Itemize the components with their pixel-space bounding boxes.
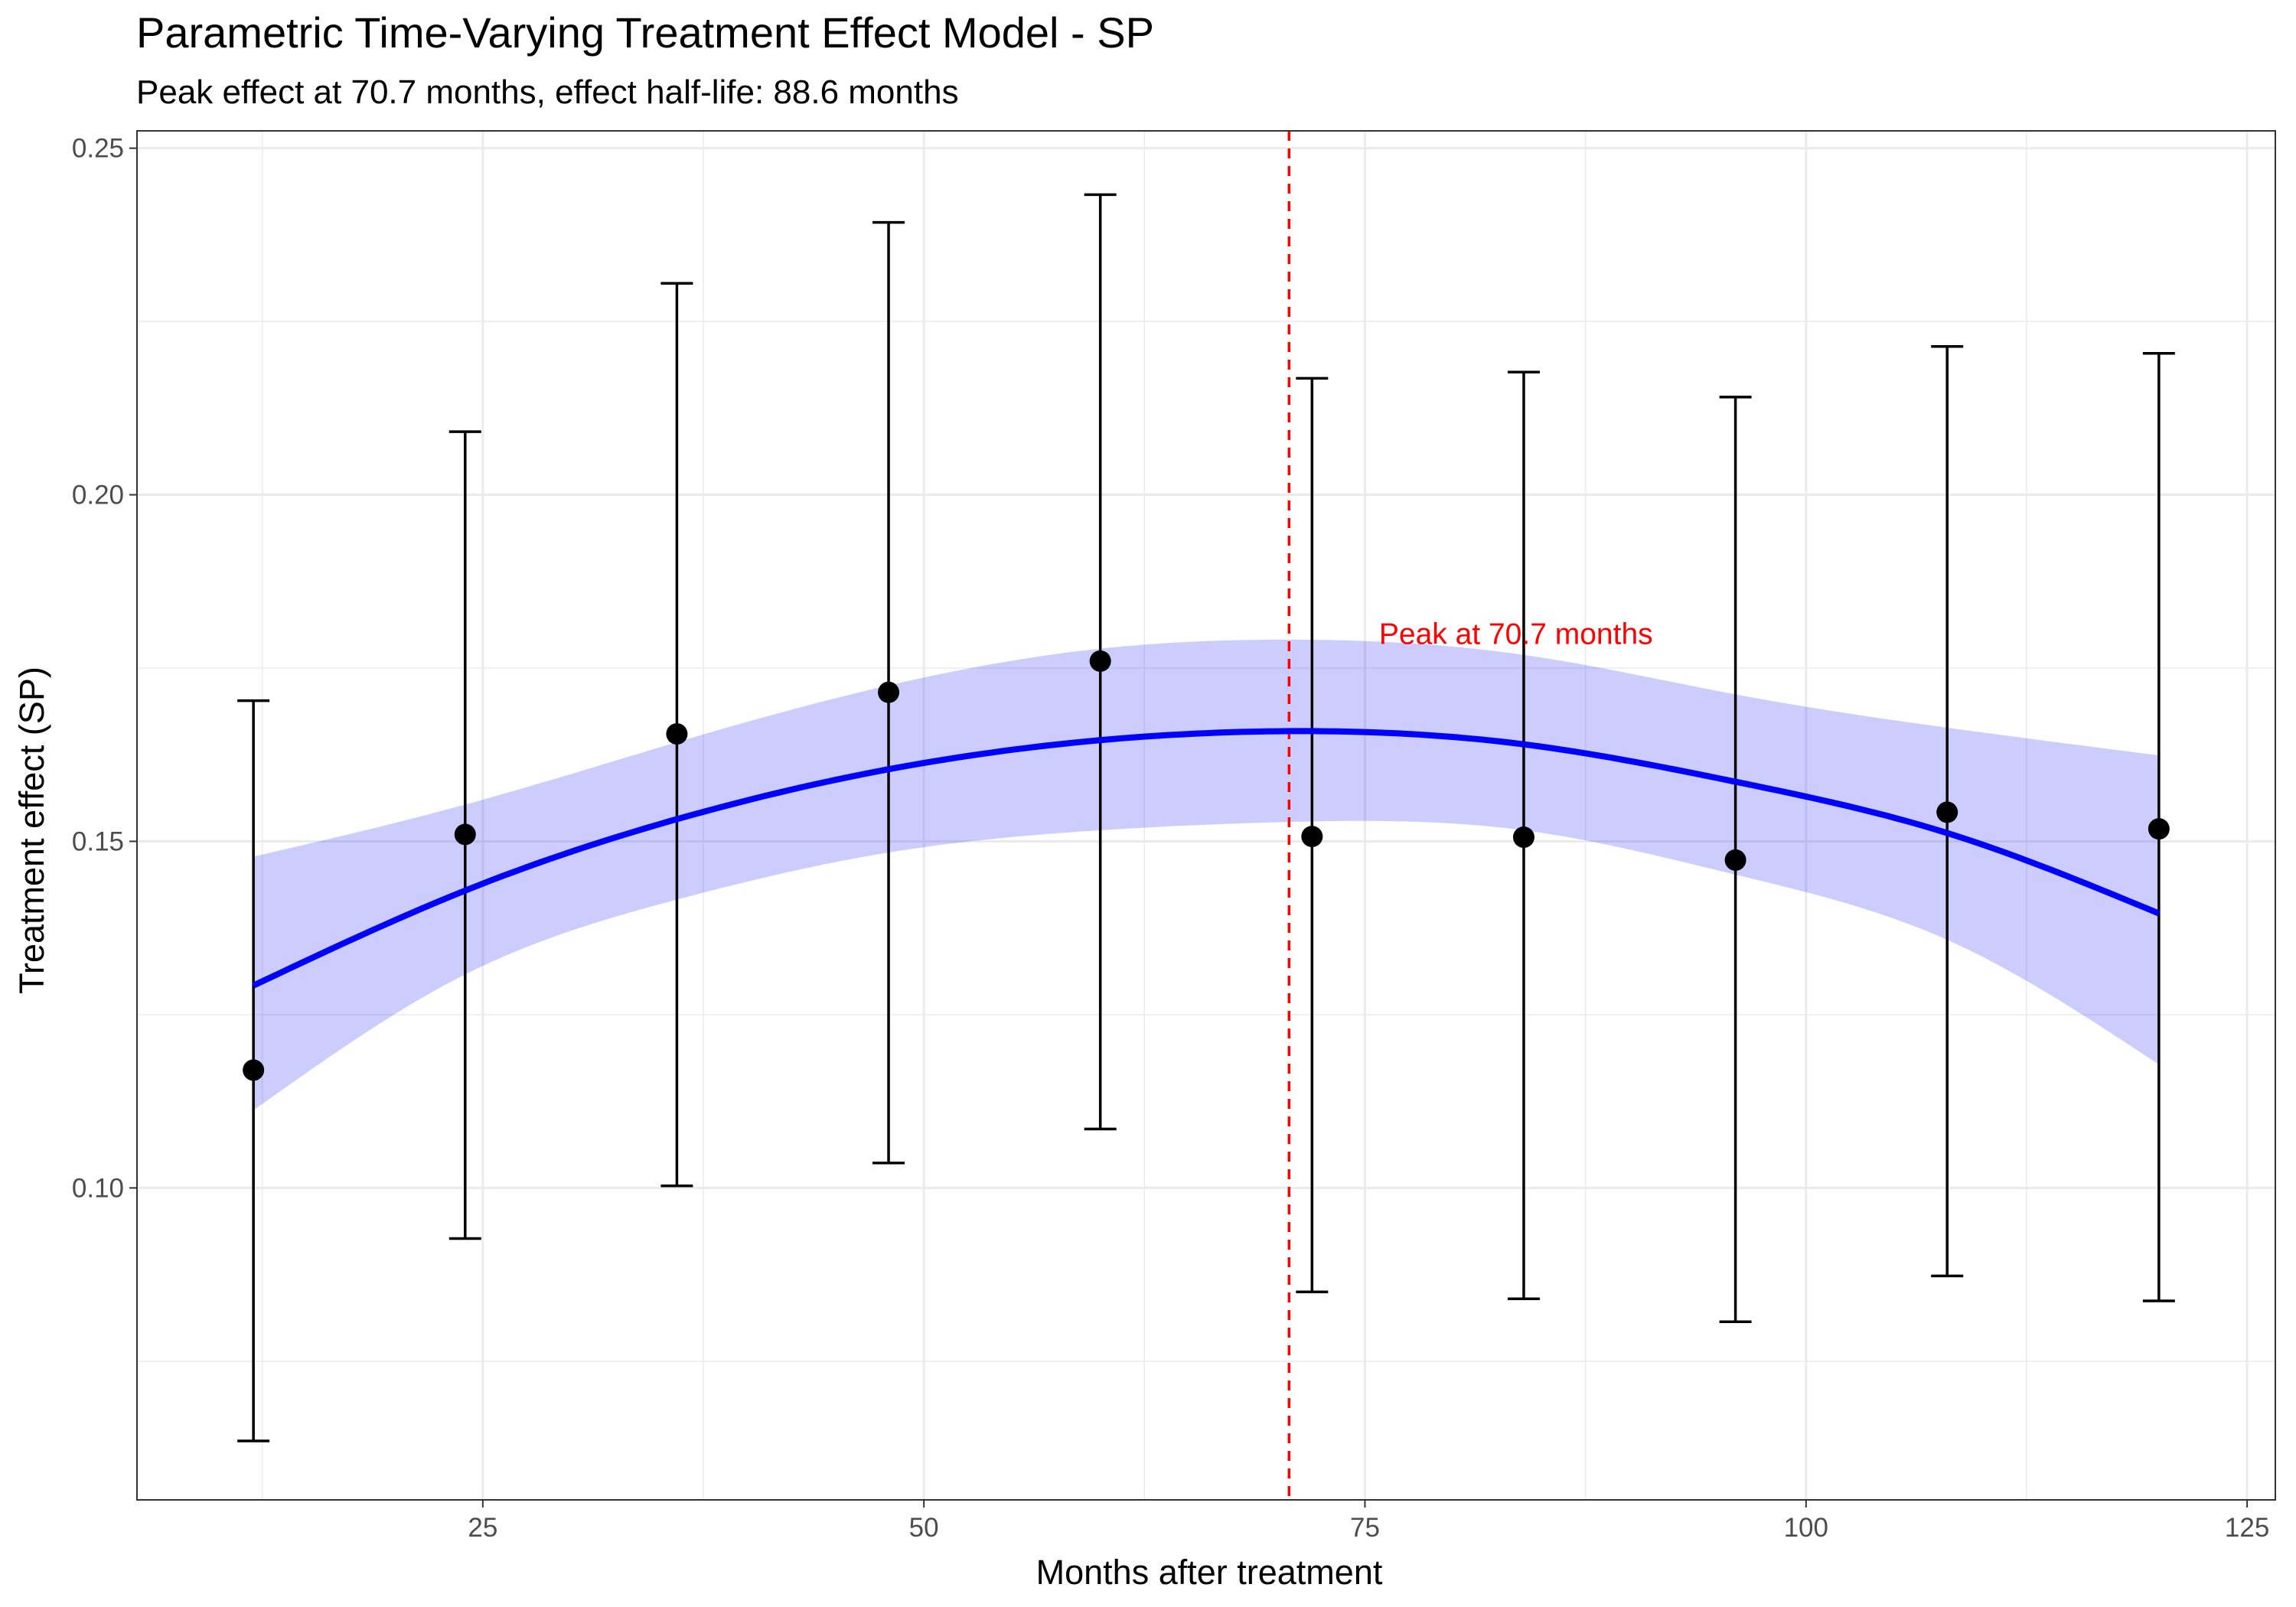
data-point	[454, 823, 476, 846]
data-point	[666, 723, 688, 745]
point-layer	[243, 650, 2170, 1081]
x-tick-label: 100	[1784, 1513, 1828, 1543]
grid-layer	[137, 131, 2275, 1500]
x-axis-ticks: 25 50 75 100 125	[468, 1500, 2269, 1543]
data-point	[878, 681, 900, 703]
confidence-band	[253, 639, 2159, 1110]
plot-panel-border	[136, 130, 2276, 1501]
x-tick-label: 125	[2225, 1513, 2269, 1543]
x-tick-label: 75	[1350, 1513, 1380, 1543]
data-point	[2148, 818, 2170, 840]
confidence-band-layer	[253, 639, 2159, 1110]
y-axis-ticks: 0.10 0.15 0.20 0.25	[72, 134, 137, 1203]
fit-line-layer	[252, 728, 2161, 989]
x-tick-label: 25	[468, 1513, 497, 1543]
y-tick-label: 0.15	[72, 826, 124, 856]
data-point	[1301, 826, 1323, 848]
data-point	[243, 1059, 265, 1081]
data-point	[1936, 801, 1958, 823]
peak-annotation: Peak at 70.7 months	[1379, 618, 1653, 650]
y-tick-label: 0.10	[72, 1173, 124, 1203]
y-axis-title: Treatment effect (SP)	[12, 667, 51, 994]
chart-title: Parametric Time-Varying Treatment Effect…	[136, 8, 1154, 57]
x-axis-title: Months after treatment	[1036, 1553, 1383, 1592]
data-point	[1089, 650, 1111, 672]
y-tick-label: 0.20	[72, 481, 124, 510]
y-tick-label: 0.25	[72, 134, 124, 164]
chart-subtitle: Peak effect at 70.7 months, effect half-…	[136, 73, 959, 111]
data-point	[1512, 826, 1534, 849]
fitted-curve	[252, 728, 2161, 989]
x-tick-label: 50	[909, 1513, 939, 1543]
data-point	[1724, 849, 1746, 871]
